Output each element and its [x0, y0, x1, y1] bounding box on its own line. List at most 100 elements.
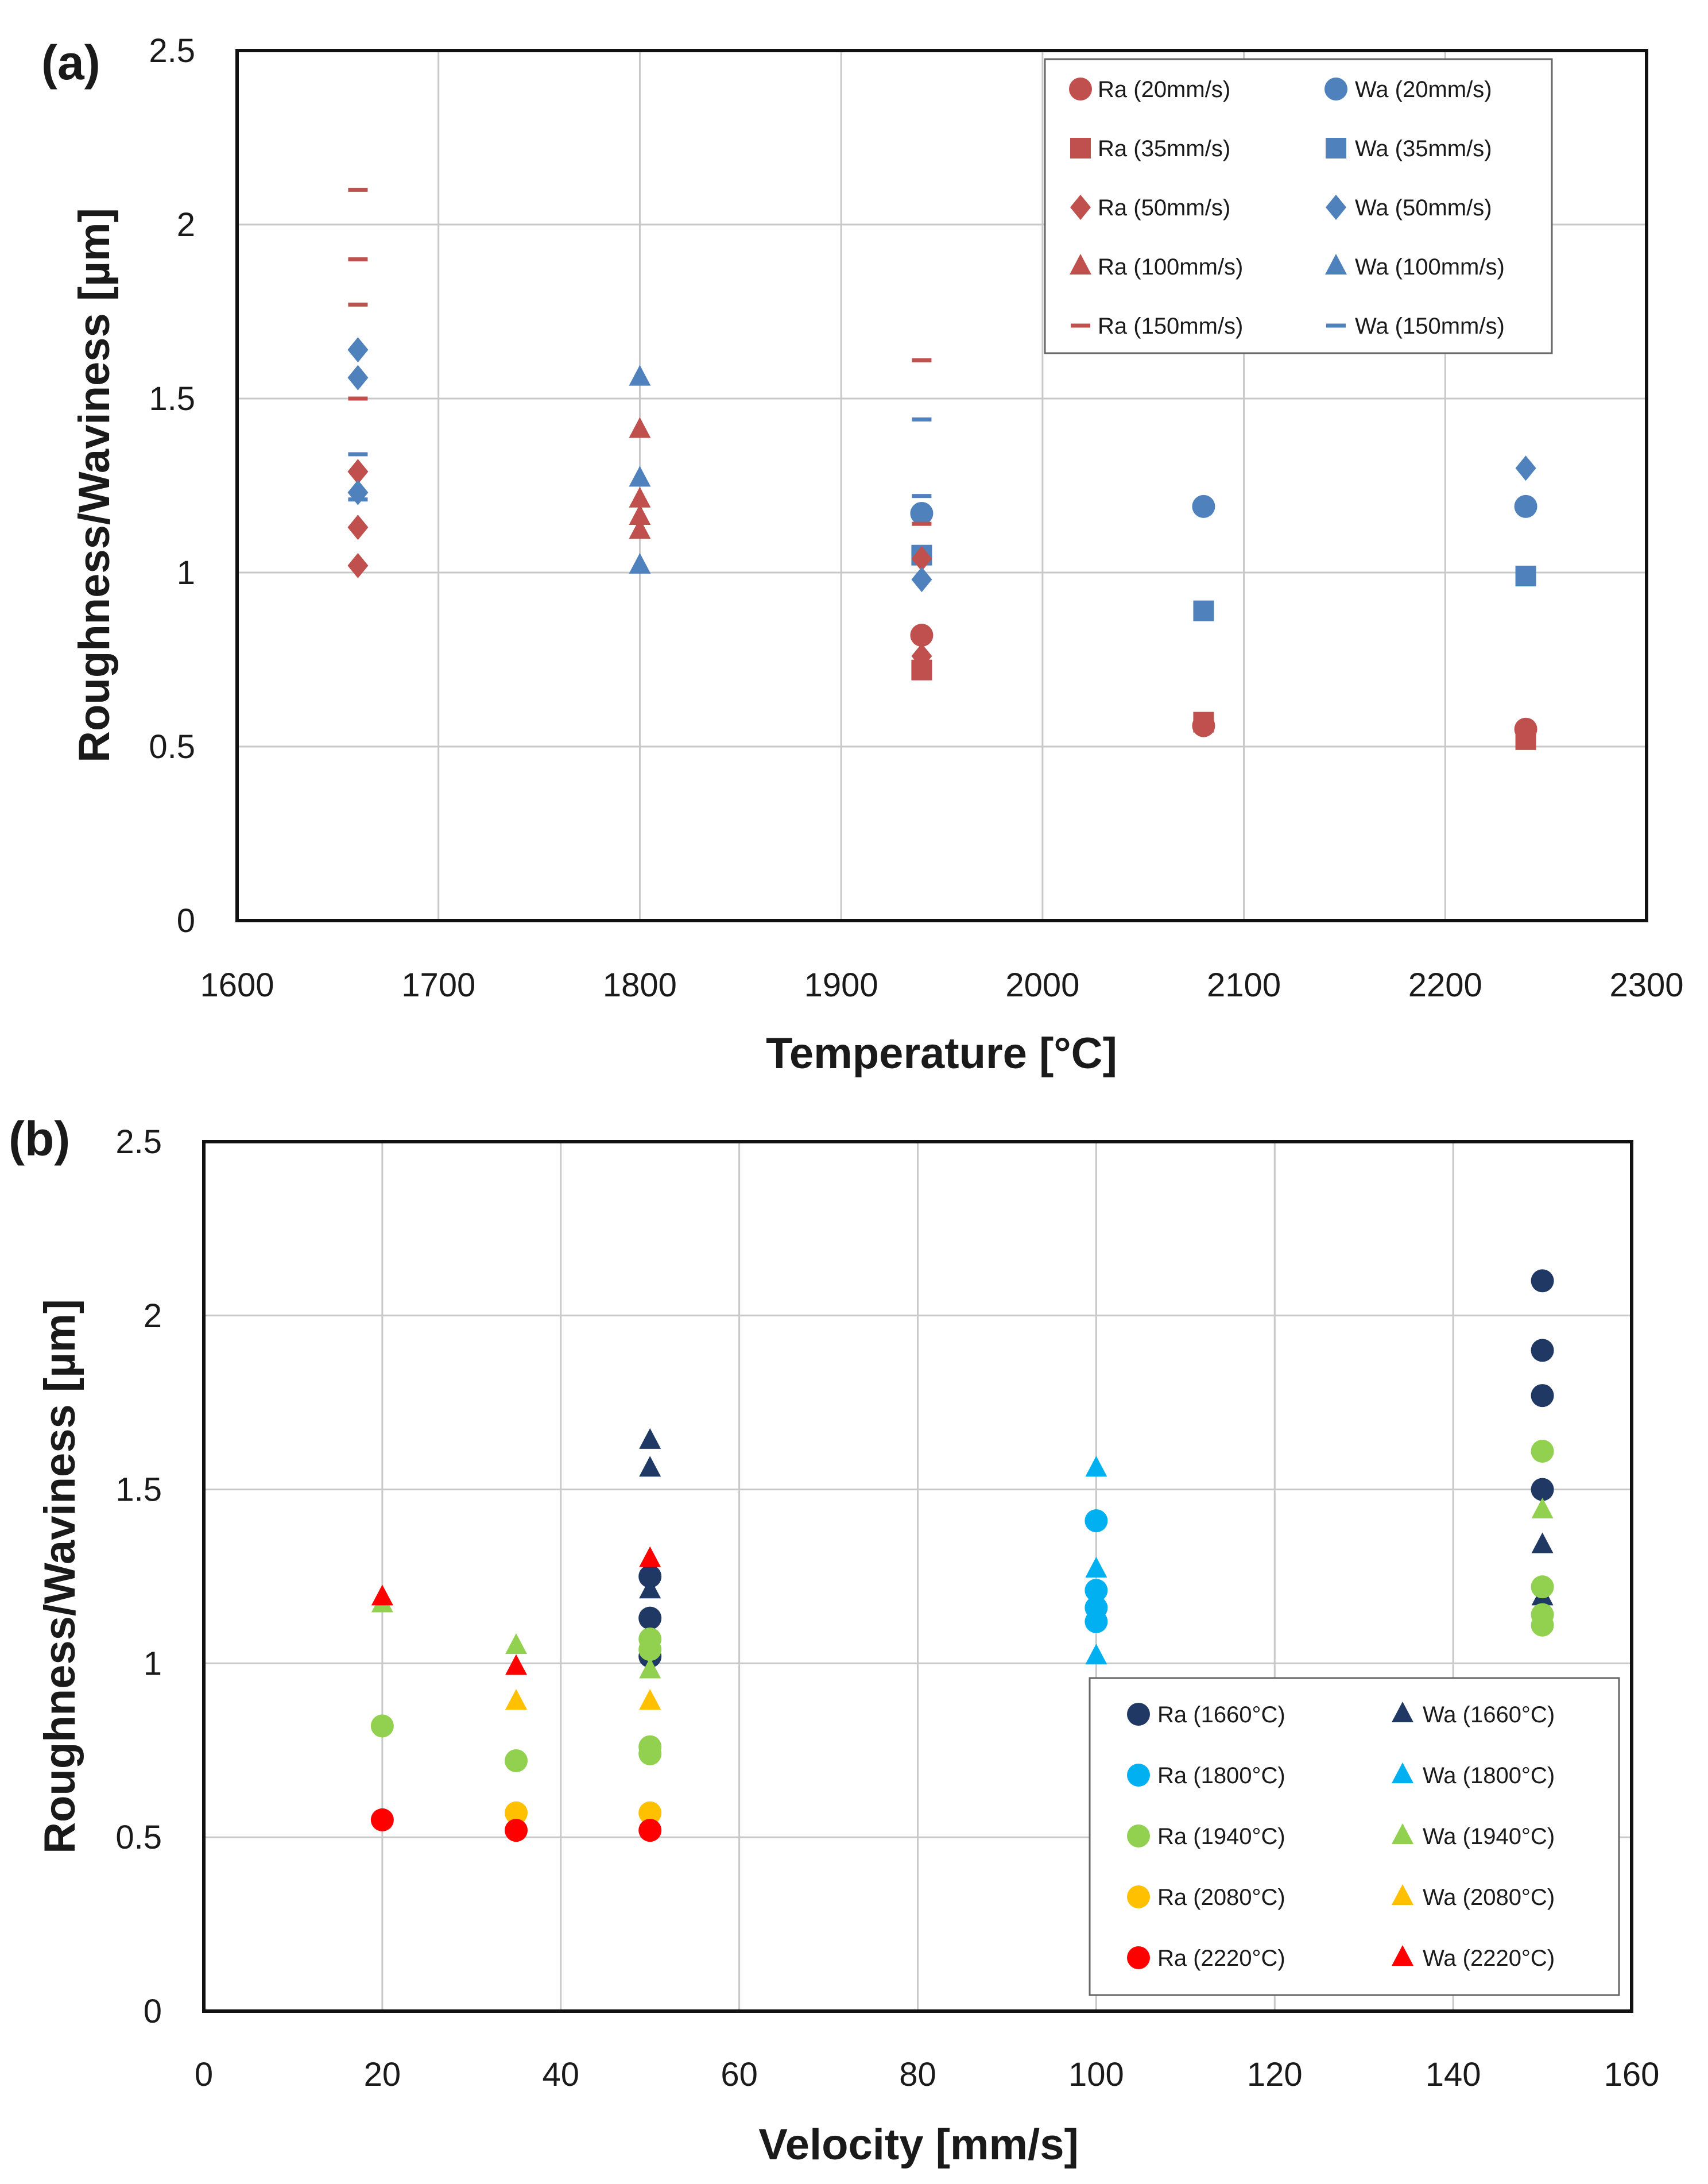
y-tick-label: 0.5	[149, 728, 195, 766]
x-tick-label: 100	[1068, 2056, 1124, 2093]
x-tick-label: 20	[364, 2056, 401, 2093]
y-axis-title: Roughness/Waviness [µm]	[70, 208, 119, 763]
legend-marker	[1127, 1764, 1150, 1787]
legend-marker	[1127, 1824, 1150, 1847]
legend-marker	[1070, 195, 1091, 220]
plot-frame	[235, 49, 1648, 922]
x-axis-title: Temperature [°C]	[766, 1029, 1117, 1078]
data-point	[505, 1801, 528, 1824]
series-wa-2220c	[371, 1546, 661, 1675]
y-tick-label: 1.5	[115, 1471, 162, 1509]
legend-marker	[1326, 195, 1346, 220]
data-point	[639, 1689, 661, 1710]
x-tick-label: 1600	[200, 967, 274, 1004]
data-point	[347, 515, 369, 540]
legend-marker	[1070, 138, 1091, 159]
x-tick-label: 2000	[1005, 967, 1079, 1004]
x-tick-label: 160	[1604, 2056, 1660, 2093]
y-tick-label: 2.5	[115, 1123, 162, 1161]
data-point	[629, 486, 651, 508]
legend-label: Ra (1660°C)	[1157, 1702, 1285, 1727]
data-point	[348, 452, 368, 457]
legend-marker	[1071, 323, 1090, 328]
data-point	[639, 1546, 661, 1567]
legend-box	[1044, 58, 1553, 354]
data-point	[505, 1633, 528, 1655]
data-point	[370, 1714, 394, 1738]
y-tick-label: 1	[144, 1645, 162, 1682]
y-tick-label: 2	[144, 1297, 162, 1335]
data-point	[1085, 1579, 1108, 1602]
x-tick-label: 60	[721, 2056, 758, 2093]
series-ra-2080c	[505, 1801, 662, 1824]
data-point	[347, 459, 369, 485]
data-point	[910, 501, 934, 525]
legend: Ra (1660°C) Wa (1660°C) Ra (1800°C) Wa (180…	[1089, 1677, 1620, 1996]
data-point	[1085, 1509, 1108, 1533]
data-point	[629, 552, 651, 574]
data-point	[1531, 1439, 1554, 1463]
data-point	[505, 1654, 528, 1675]
x-tick-label: 1700	[401, 967, 475, 1004]
data-point	[1085, 1456, 1107, 1477]
data-point	[505, 1689, 528, 1710]
series-wa-20mm-s	[910, 494, 1537, 525]
data-point	[1531, 1269, 1554, 1293]
x-tick-label: 1900	[804, 967, 878, 1004]
series-ra-50mm-s	[347, 459, 932, 669]
x-tick-label: 140	[1426, 2056, 1481, 2093]
legend-marker	[1392, 1702, 1413, 1722]
y-tick-label: 1.5	[149, 380, 195, 418]
data-point	[638, 1801, 662, 1824]
y-tick-label: 0	[177, 902, 195, 940]
legend-marker	[1127, 1946, 1150, 1969]
legend-marker	[1392, 1945, 1413, 1966]
data-point	[639, 1657, 661, 1679]
legend-label: Ra (150mm/s)	[1098, 314, 1243, 339]
data-point	[1531, 1339, 1554, 1362]
x-tick-label: 2300	[1609, 967, 1683, 1004]
data-point	[911, 643, 932, 669]
data-point	[1085, 1644, 1107, 1665]
series-ra-20mm-s	[910, 624, 1537, 741]
legend: Ra (20mm/s) Wa (20mm/s) Ra (35mm/s) Wa (35m…	[1044, 58, 1553, 354]
data-point	[1085, 1556, 1107, 1578]
legend-label: Wa (50mm/s)	[1355, 195, 1492, 221]
y-axis-title: Roughness/Waviness [µm]	[36, 1299, 84, 1854]
data-point	[639, 1428, 661, 1449]
series-ra-2220c	[370, 1808, 662, 1842]
series-ra-150mm-s	[348, 187, 932, 526]
x-tick-label: 0	[195, 2056, 213, 2093]
x-tick-label: 120	[1247, 2056, 1303, 2093]
data-point	[505, 1749, 528, 1772]
panel-label: (b)	[9, 1112, 70, 1166]
series-wa-100mm-s	[629, 365, 651, 574]
legend-label: Wa (1800°C)	[1423, 1763, 1555, 1788]
series-wa-2080c	[505, 1689, 661, 1710]
legend-label: Wa (100mm/s)	[1355, 254, 1505, 280]
data-point	[1531, 1384, 1554, 1408]
data-point	[370, 1808, 394, 1831]
data-point	[912, 358, 932, 362]
data-point	[347, 552, 369, 578]
data-point	[629, 365, 651, 386]
legend-label: Wa (150mm/s)	[1355, 314, 1505, 339]
series-wa-150mm-s	[348, 417, 932, 502]
data-point	[1531, 1497, 1554, 1518]
data-point	[629, 518, 651, 539]
legend-marker	[1392, 1823, 1413, 1844]
data-point	[629, 417, 651, 438]
series-ra-100mm-s	[629, 417, 651, 539]
legend-label: Wa (1660°C)	[1423, 1702, 1555, 1727]
data-point	[912, 494, 932, 498]
data-point	[911, 567, 932, 593]
series-wa-1940c	[371, 1497, 1554, 1679]
legend-marker	[1070, 254, 1091, 275]
legend-marker	[1326, 138, 1346, 159]
series-ra-1800c	[1085, 1509, 1108, 1633]
data-point	[1531, 1575, 1554, 1599]
series-wa-50mm-s	[347, 337, 1536, 593]
data-point	[629, 466, 651, 487]
panel-a: 1600 1700 1800 1900 2000 2100 2200 2300 0 0.5 1 1.5…	[41, 32, 1684, 1078]
